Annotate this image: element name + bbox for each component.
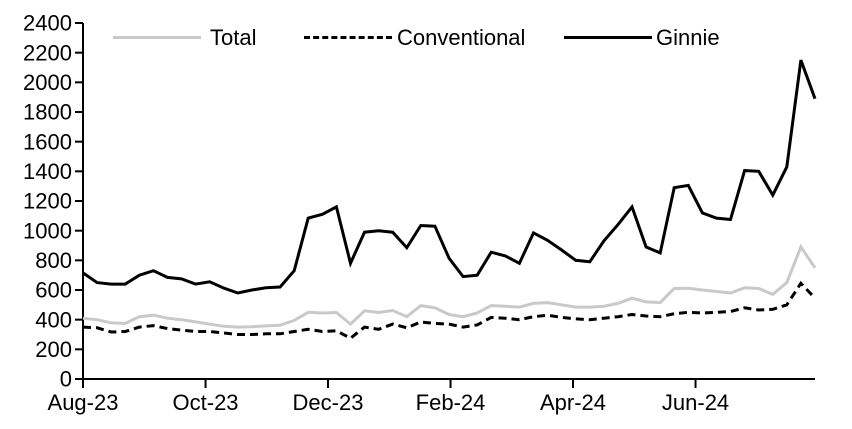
legend-label-total: Total: [210, 25, 257, 50]
legend-swatch-total: [113, 36, 201, 39]
y-tick-label: 400: [35, 307, 72, 332]
y-tick-label: 1000: [23, 218, 72, 243]
x-tick-label: Jun-24: [662, 390, 729, 415]
legend-swatch-conventional: [304, 36, 392, 39]
x-tick-label: Feb-24: [416, 390, 486, 415]
x-tick-label: Oct-23: [173, 390, 239, 415]
series-line-total: [82, 243, 817, 329]
legend-swatch-ginnie: [564, 36, 652, 39]
series-line-conventional: [82, 280, 817, 340]
y-tick-label: 1200: [23, 189, 72, 214]
y-tick-label: 0: [60, 367, 72, 392]
y-tick-label: 2200: [23, 40, 72, 65]
y-tick-label: 1600: [23, 129, 72, 154]
y-tick-label: 200: [35, 337, 72, 362]
chart-legend: Total Conventional Ginnie: [0, 0, 852, 60]
x-tick-label: Dec-23: [293, 390, 364, 415]
y-tick-label: 2400: [23, 11, 72, 36]
legend-label-ginnie: Ginnie: [656, 25, 720, 50]
y-tick-label: 1400: [23, 159, 72, 184]
y-tick-label: 1800: [23, 100, 72, 125]
series-line-ginnie: [82, 59, 817, 295]
y-tick-label: 800: [35, 248, 72, 273]
x-tick-label: Aug-23: [48, 390, 119, 415]
legend-label-conventional: Conventional: [397, 25, 526, 50]
x-tick-label: Apr-24: [540, 390, 606, 415]
y-tick-label: 2000: [23, 70, 72, 95]
y-tick-label: 600: [35, 278, 72, 303]
